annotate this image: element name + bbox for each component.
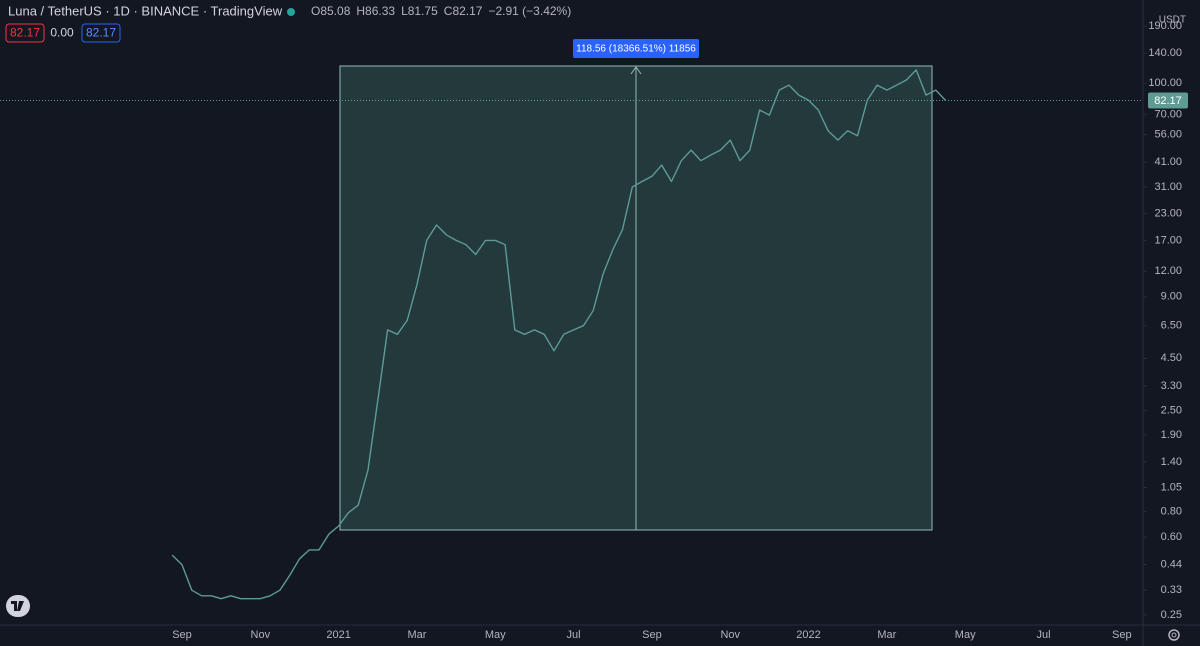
ohlc-value: H86.33 (356, 4, 395, 18)
ohlc-value: C82.17 (444, 4, 483, 18)
last-price-label: 82.17 (1154, 95, 1182, 107)
x-tick-label: May (955, 629, 976, 641)
measure-arrowhead (630, 66, 642, 75)
last-price-box (1148, 92, 1188, 109)
x-tick-label: Mar (877, 629, 896, 641)
y-tick-label: 17.00 (1154, 234, 1182, 246)
ohlc-value: L81.75 (401, 4, 438, 18)
x-tick-label: Nov (251, 629, 271, 641)
y-tick-label: 140.00 (1148, 47, 1182, 59)
y-tick-label: 4.50 (1161, 352, 1182, 364)
x-tick-label: Jul (1036, 629, 1050, 641)
x-tick-label: Nov (720, 629, 740, 641)
x-tick-label: Sep (172, 629, 192, 641)
y-tick-label: 31.00 (1154, 181, 1182, 193)
x-tick-label: 2022 (796, 629, 820, 641)
chip-box (5, 23, 45, 43)
symbol-title: Luna / TetherUS · 1D · BINANCE · Trading… (8, 3, 283, 18)
y-tick-label: 0.44 (1161, 559, 1182, 571)
x-tick-label: Jul (567, 629, 581, 641)
y-tick-label: 1.05 (1161, 481, 1182, 493)
measure-label: 118.56 (18366.51%) 11856 (576, 44, 696, 55)
tv-logo-mark (11, 601, 24, 611)
x-tick-label: Mar (407, 629, 426, 641)
y-tick-label: 2.50 (1161, 404, 1182, 416)
price-line (171, 69, 947, 600)
y-tick-label: 0.60 (1161, 531, 1182, 543)
y-tick-label: 6.50 (1161, 320, 1182, 332)
x-tick-label: May (485, 629, 506, 641)
y-tick-label: 12.00 (1154, 265, 1182, 277)
measure-label-box (573, 39, 699, 58)
ohlc-value: −2.91 (−3.42%) (488, 4, 571, 18)
y-tick-label: 9.00 (1161, 291, 1182, 303)
y-tick-label: 3.30 (1161, 380, 1182, 392)
y-tick-label: 1.40 (1161, 456, 1182, 468)
y-tick-label: 1.90 (1161, 429, 1182, 441)
chip: 82.17 (86, 26, 116, 40)
chip: 82.17 (10, 26, 40, 40)
y-tick-label: 56.00 (1154, 128, 1182, 140)
settings-icon (1171, 632, 1177, 638)
x-tick-label: Sep (1112, 629, 1132, 641)
y-tick-label: 0.80 (1161, 506, 1182, 518)
y-tick-label: 70.00 (1154, 109, 1182, 121)
y-tick-label: 41.00 (1154, 156, 1182, 168)
y-tick-label: 0.33 (1161, 584, 1182, 596)
x-tick-label: 2021 (326, 629, 350, 641)
settings-button[interactable] (1168, 629, 1180, 641)
y-tick-label: 0.25 (1161, 609, 1182, 621)
ohlc-value: O85.08 (311, 4, 351, 18)
y-tick-label: 190.00 (1148, 20, 1182, 32)
market-status (287, 8, 295, 16)
chip-box (81, 23, 121, 43)
y-tick-label: 100.00 (1148, 77, 1182, 89)
currency[interactable]: USDT (1159, 15, 1186, 26)
x-tick-label: Sep (642, 629, 662, 641)
y-tick-label: 23.00 (1154, 207, 1182, 219)
chip: 0.00 (50, 26, 74, 40)
